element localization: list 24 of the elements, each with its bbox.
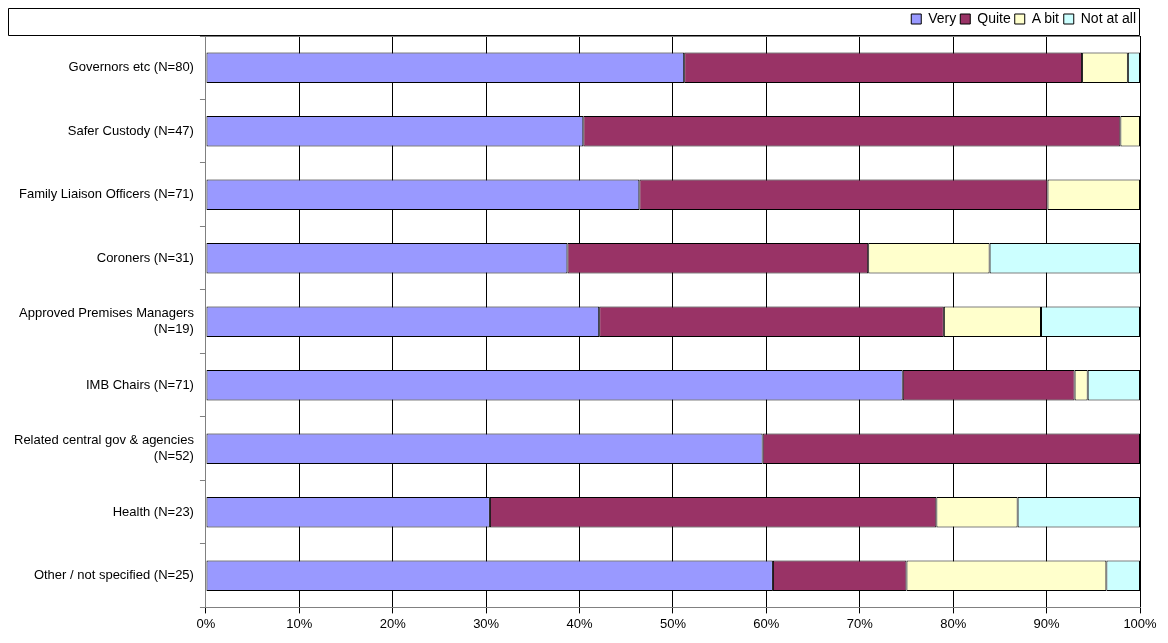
x-tick-label: 90%	[1033, 615, 1061, 631]
y-tick-label: IMB Chairs (N=71)	[85, 376, 194, 392]
y-tick-label: Coroners (N=31)	[96, 249, 194, 265]
y-tick-label: Family Liaison Officers (N=71)	[18, 186, 194, 202]
legend-label: Not at all	[1080, 9, 1136, 26]
x-tick-label: 70%	[846, 615, 874, 631]
y-tick-label: Related central gov & agencies (N=52)	[13, 432, 195, 464]
y-tick-label: Safer Custody (N=47)	[67, 122, 194, 138]
legend-label: A bit	[1031, 9, 1060, 26]
x-tick-label: 100%	[1123, 615, 1158, 631]
x-tick-label: 50%	[659, 615, 687, 631]
x-tick-label: 60%	[753, 615, 780, 631]
x-tick-label: 30%	[473, 615, 500, 631]
x-tick-label: 80%	[940, 615, 967, 631]
y-tick-label: Other / not specified (N=25)	[33, 567, 194, 583]
x-tick-label: 40%	[566, 615, 594, 631]
legend-label: Very	[928, 9, 957, 26]
x-tick-label: 20%	[379, 615, 407, 631]
x-tick-label: 0%	[196, 615, 216, 631]
y-tick-label: Health (N=23)	[112, 503, 194, 519]
y-tick-label: Approved Premises Managers (N=19)	[19, 305, 195, 337]
legend-label: Quite	[977, 9, 1011, 26]
y-tick-label: Governors etc (N=80)	[68, 59, 194, 75]
x-tick-label: 10%	[286, 615, 313, 631]
